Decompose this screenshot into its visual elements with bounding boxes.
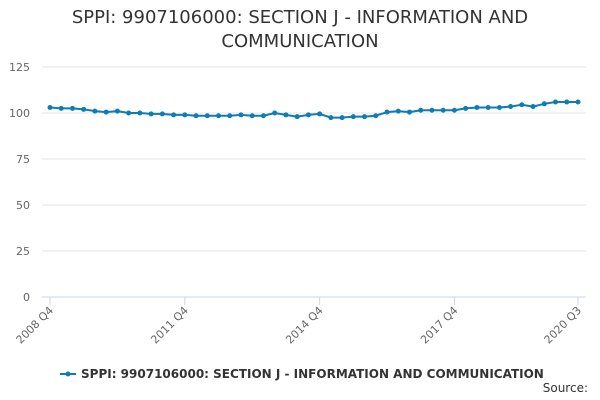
point — [216, 113, 222, 119]
point — [317, 111, 323, 117]
y-tick-label: 50 — [16, 199, 30, 212]
y-tick-label: 25 — [16, 245, 30, 258]
point — [294, 114, 300, 120]
point — [362, 114, 368, 120]
point — [350, 114, 356, 120]
point — [260, 113, 266, 119]
chart-title: SPPI: 9907106000: SECTION J - INFORMATIO… — [71, 7, 529, 52]
y-tick-label: 0 — [23, 291, 30, 304]
point — [463, 105, 469, 111]
point — [47, 104, 53, 110]
y-tick-label: 75 — [16, 153, 30, 166]
point — [496, 104, 502, 110]
point — [126, 110, 132, 116]
point — [384, 109, 390, 115]
point — [69, 105, 75, 111]
point — [305, 112, 311, 118]
point — [81, 106, 87, 112]
point — [182, 112, 188, 118]
point — [339, 115, 345, 121]
point — [193, 113, 199, 119]
point — [575, 99, 581, 105]
point — [519, 102, 525, 108]
point — [137, 110, 143, 116]
point — [429, 107, 435, 113]
point — [249, 113, 255, 119]
point — [159, 111, 165, 117]
point — [564, 99, 570, 105]
point — [485, 104, 491, 110]
point — [541, 101, 547, 107]
point — [553, 99, 559, 105]
point — [227, 113, 233, 119]
point — [58, 105, 64, 111]
point — [373, 113, 379, 119]
x-tick-label: 2017 Q4 — [418, 304, 461, 347]
point — [148, 111, 154, 117]
point — [103, 109, 109, 115]
point — [92, 108, 98, 114]
point — [474, 104, 480, 110]
point — [508, 104, 514, 110]
y-tick-label: 125 — [9, 61, 30, 74]
point — [451, 107, 457, 113]
point — [272, 110, 278, 116]
point — [530, 104, 536, 110]
x-tick-label: 2011 Q4 — [148, 304, 191, 347]
point — [204, 113, 210, 119]
point — [406, 109, 412, 115]
point — [283, 112, 289, 118]
x-tick-label: 2008 Q4 — [14, 304, 57, 347]
x-tick-label: 2020 Q3 — [542, 304, 585, 347]
legend-label: SPPI: 9907106000: SECTION J - INFORMATIO… — [81, 367, 544, 381]
point — [440, 107, 446, 113]
point — [328, 115, 334, 121]
point — [114, 108, 120, 114]
y-tick-label: 100 — [9, 107, 30, 120]
source: Source: — [543, 381, 588, 395]
x-tick-label: 2014 Q4 — [283, 304, 326, 347]
point — [395, 108, 401, 114]
legend-marker — [65, 371, 71, 377]
point — [238, 112, 244, 118]
point — [418, 107, 424, 113]
point — [171, 112, 177, 118]
